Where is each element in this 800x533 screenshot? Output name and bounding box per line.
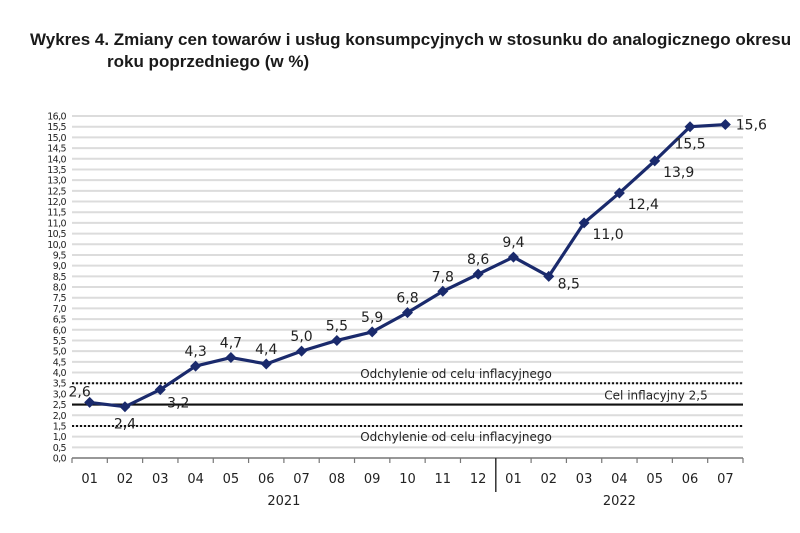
data-label: 4,4 xyxy=(255,342,277,358)
data-point xyxy=(225,352,237,364)
data-point xyxy=(472,268,484,280)
x-tick-label: 07 xyxy=(717,472,734,487)
y-tick-label: 9,5 xyxy=(53,250,67,261)
data-point xyxy=(331,334,343,346)
year-label: 2021 xyxy=(267,494,300,509)
y-tick-label: 12,0 xyxy=(47,197,66,208)
y-tick-label: 7,5 xyxy=(53,293,67,304)
reference-line-label: Cel inflacyjny 2,5 xyxy=(604,389,707,403)
data-label: 4,7 xyxy=(220,336,242,352)
data-label: 5,5 xyxy=(326,318,348,334)
x-tick-label: 05 xyxy=(646,472,663,487)
data-label: 2,6 xyxy=(69,384,91,400)
x-tick-label: 01 xyxy=(505,472,522,487)
x-tick-label: 11 xyxy=(435,472,452,487)
data-label: 11,0 xyxy=(592,227,623,243)
y-tick-label: 15,5 xyxy=(47,122,66,133)
data-label: 2,4 xyxy=(114,417,136,433)
y-tick-label: 1,5 xyxy=(53,421,67,432)
y-tick-label: 7,0 xyxy=(53,304,67,315)
data-label: 12,4 xyxy=(628,197,659,213)
data-label: 8,5 xyxy=(558,276,580,292)
data-point xyxy=(84,396,96,408)
data-point xyxy=(684,121,696,133)
data-point xyxy=(437,285,449,297)
data-label: 3,2 xyxy=(167,396,189,412)
data-point xyxy=(543,270,555,282)
y-tick-label: 5,5 xyxy=(53,336,67,347)
data-label: 8,6 xyxy=(467,252,489,268)
data-label: 13,9 xyxy=(663,165,694,181)
x-tick-label: 03 xyxy=(576,472,593,487)
x-tick-label: 04 xyxy=(611,472,628,487)
chart-title: Wykres 4. Zmiany cen towarów i usług kon… xyxy=(30,30,792,49)
y-tick-label: 1,0 xyxy=(53,432,67,443)
data-label: 5,9 xyxy=(361,310,383,326)
y-tick-label: 6,0 xyxy=(53,325,67,336)
data-point xyxy=(649,155,661,167)
y-tick-label: 8,0 xyxy=(53,283,67,294)
y-tick-label: 3,5 xyxy=(53,379,67,390)
y-tick-label: 0,5 xyxy=(53,443,67,454)
y-tick-label: 9,0 xyxy=(53,261,67,272)
y-tick-label: 14,0 xyxy=(47,154,66,165)
y-tick-label: 2,0 xyxy=(53,411,67,422)
y-tick-label: 6,5 xyxy=(53,315,67,326)
data-label: 4,3 xyxy=(184,344,206,360)
y-tick-label: 4,0 xyxy=(53,368,67,379)
x-tick-label: 09 xyxy=(364,472,381,487)
y-tick-label: 11,5 xyxy=(47,208,66,219)
y-tick-label: 5,0 xyxy=(53,347,67,358)
y-tick-label: 14,5 xyxy=(47,144,66,155)
data-label: 15,6 xyxy=(736,118,767,134)
data-label: 6,8 xyxy=(396,291,418,307)
data-point xyxy=(154,384,166,396)
x-tick-label: 04 xyxy=(187,472,204,487)
y-tick-label: 15,0 xyxy=(47,133,66,144)
data-point xyxy=(296,345,308,357)
data-point xyxy=(719,119,731,131)
x-tick-label: 06 xyxy=(682,472,699,487)
data-point xyxy=(507,251,519,263)
y-tick-label: 10,0 xyxy=(47,240,66,251)
x-tick-label: 02 xyxy=(117,472,134,487)
year-label: 2022 xyxy=(603,494,636,509)
x-tick-label: 12 xyxy=(470,472,487,487)
x-tick-label: 06 xyxy=(258,472,275,487)
data-point xyxy=(402,307,413,319)
y-tick-label: 8,5 xyxy=(53,272,67,283)
y-tick-label: 10,5 xyxy=(47,229,66,240)
x-tick-label: 08 xyxy=(329,472,346,487)
y-tick-label: 3,0 xyxy=(53,389,67,400)
x-tick-label: 03 xyxy=(152,472,169,487)
data-point xyxy=(119,401,131,413)
data-label: 15,5 xyxy=(674,137,705,153)
data-point xyxy=(366,326,378,338)
y-tick-label: 2,5 xyxy=(53,400,67,411)
data-point xyxy=(578,217,590,229)
x-tick-label: 07 xyxy=(293,472,310,487)
data-point xyxy=(260,358,272,370)
x-tick-label: 02 xyxy=(540,472,557,487)
y-tick-label: 4,5 xyxy=(53,357,67,368)
x-tick-label: 10 xyxy=(399,472,416,487)
y-tick-label: 12,5 xyxy=(47,186,66,197)
y-tick-label: 11,0 xyxy=(47,218,66,229)
chart-title-line2: roku poprzedniego (w %) xyxy=(107,52,310,71)
y-tick-label: 16,0 xyxy=(47,112,66,123)
reference-line-label: Odchylenie od celu inflacyjnego xyxy=(360,430,552,444)
data-point xyxy=(190,360,202,372)
data-label: 5,0 xyxy=(290,329,312,345)
y-tick-label: 13,5 xyxy=(47,165,66,176)
y-tick-label: 13,0 xyxy=(47,176,66,187)
data-label: 9,4 xyxy=(502,235,524,251)
data-point xyxy=(613,187,625,199)
reference-line-label: Odchylenie od celu inflacyjnego xyxy=(360,367,552,381)
data-label: 7,8 xyxy=(432,269,454,285)
x-tick-label: 01 xyxy=(81,472,98,487)
y-tick-label: 0,0 xyxy=(53,454,67,465)
x-tick-label: 05 xyxy=(223,472,240,487)
